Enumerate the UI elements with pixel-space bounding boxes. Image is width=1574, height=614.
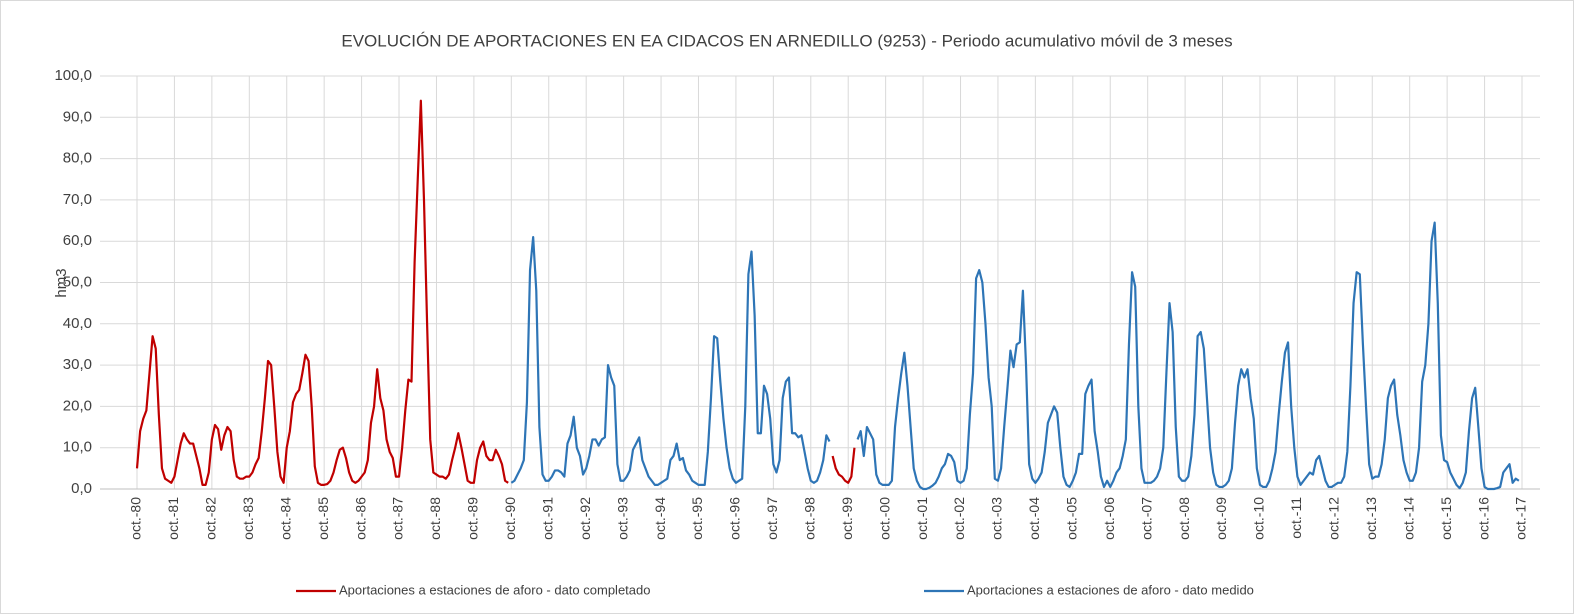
x-tick-label: oct.-17	[1513, 497, 1529, 540]
data-line	[135, 99, 856, 486]
x-tick-label: oct.-08	[1176, 497, 1192, 540]
x-tick-label: oct.-03	[989, 497, 1005, 540]
legend-label: Aportaciones a estaciones de aforo - dat…	[967, 582, 1254, 597]
x-tick-label: oct.-88	[427, 497, 443, 540]
x-tick-label: oct.-01	[914, 497, 930, 540]
x-tick-label: oct.-14	[1400, 497, 1416, 540]
y-tick-label: 60,0	[63, 232, 92, 249]
data-line	[510, 221, 1520, 491]
x-tick-label: oct.-80	[128, 497, 144, 540]
x-tick-label: oct.-81	[165, 497, 181, 540]
x-tick-label: oct.-91	[539, 497, 555, 540]
y-tick-label: 70,0	[63, 191, 92, 208]
x-tick-label: oct.-05	[1064, 497, 1080, 540]
chart-title: EVOLUCIÓN DE APORTACIONES EN EA CIDACOS …	[341, 31, 1232, 50]
x-tick-label: oct.-98	[801, 497, 817, 540]
x-tick-label: oct.-89	[465, 497, 481, 540]
y-tick-label: 0,0	[71, 480, 92, 497]
x-tick-label: oct.-97	[764, 497, 780, 540]
x-tick-label: oct.-95	[689, 497, 705, 540]
x-tick-label: oct.-11	[1288, 497, 1304, 539]
y-tick-label: 50,0	[63, 273, 92, 290]
x-tick-label: oct.-09	[1213, 497, 1229, 540]
y-tick-label: 90,0	[63, 108, 92, 125]
y-tick-label: 100,0	[54, 67, 92, 84]
x-tick-label: oct.-84	[277, 497, 293, 540]
x-tick-label: oct.-92	[577, 497, 593, 540]
y-tick-label: 80,0	[63, 150, 92, 167]
x-tick-label: oct.-06	[1101, 497, 1117, 540]
x-tick-label: oct.-85	[315, 497, 331, 540]
y-axis-label: hm3	[53, 268, 70, 297]
x-tick-label: oct.-12	[1326, 497, 1342, 540]
x-tick-label: oct.-99	[839, 497, 855, 540]
x-tick-label: oct.-93	[614, 497, 630, 540]
x-tick-label: oct.-90	[502, 497, 518, 540]
y-tick-label: 30,0	[63, 356, 92, 373]
x-tick-label: oct.-86	[352, 497, 368, 540]
x-tick-label: oct.-83	[240, 497, 256, 540]
y-tick-label: 20,0	[63, 397, 92, 414]
x-tick-label: oct.-10	[1251, 497, 1267, 540]
y-tick-label: 40,0	[63, 315, 92, 332]
x-tick-label: oct.-04	[1026, 497, 1042, 540]
x-tick-label: oct.-15	[1438, 497, 1454, 540]
x-tick-label: oct.-13	[1363, 497, 1379, 540]
x-tick-label: oct.-16	[1475, 497, 1491, 540]
x-tick-label: oct.-94	[652, 497, 668, 540]
x-tick-label: oct.-02	[951, 497, 967, 540]
legend-label: Aportaciones a estaciones de aforo - dat…	[339, 582, 650, 597]
x-tick-label: oct.-00	[876, 497, 892, 540]
x-tick-label: oct.-96	[727, 497, 743, 540]
x-tick-label: oct.-07	[1138, 497, 1154, 540]
x-tick-label: oct.-82	[203, 497, 219, 540]
y-tick-label: 10,0	[63, 439, 92, 456]
x-tick-label: oct.-87	[390, 497, 406, 540]
